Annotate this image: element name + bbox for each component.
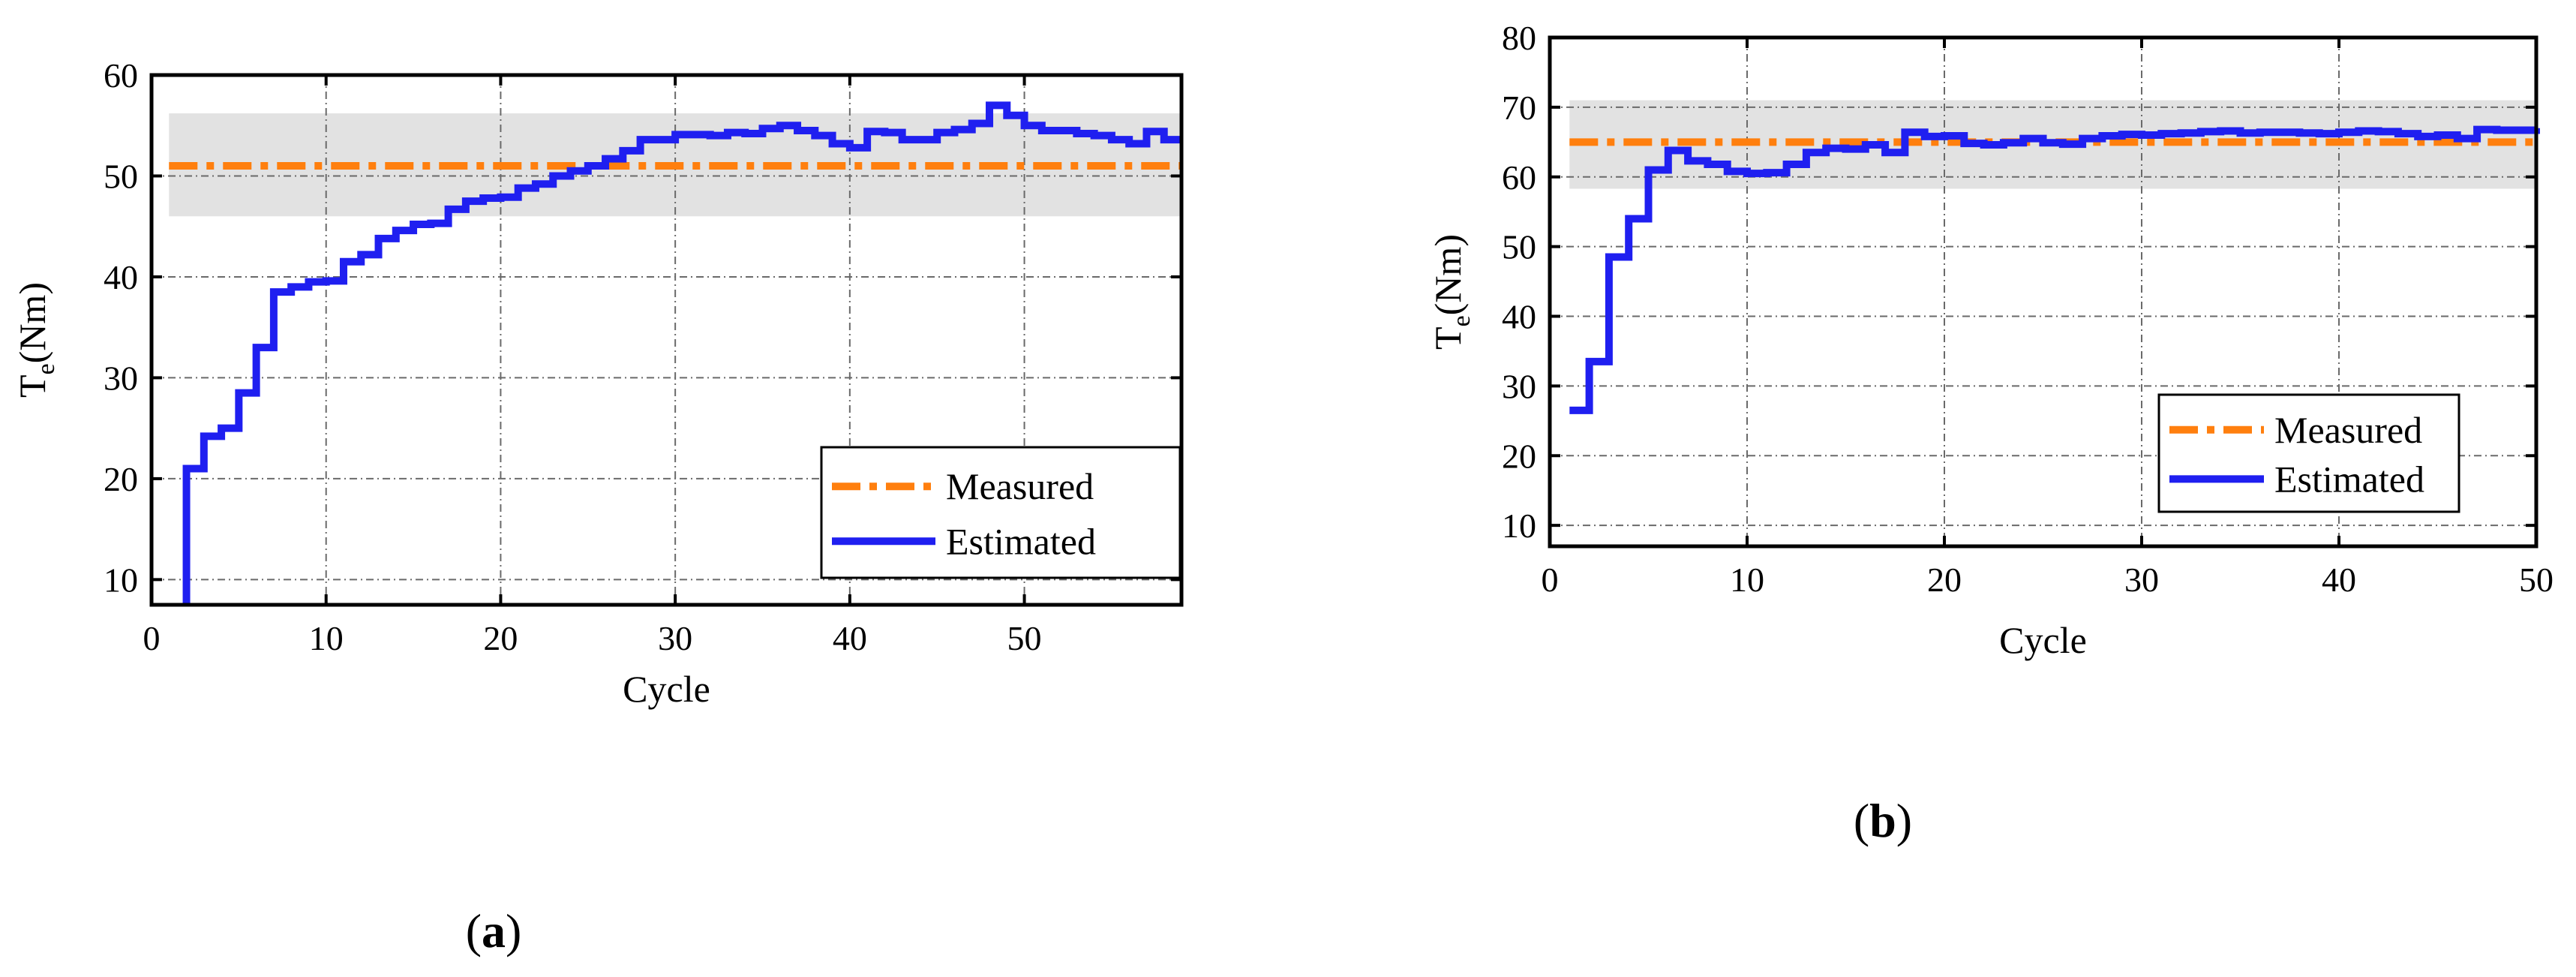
- x-tick-label: 20: [1927, 561, 1962, 599]
- y-axis-title-symbol: T: [1427, 326, 1469, 350]
- legend: Measured Estimated: [820, 446, 1181, 579]
- legend: Measured Estimated: [2157, 393, 2460, 513]
- panel-label: (a): [466, 904, 522, 957]
- y-tick-label: 40: [1502, 298, 1536, 336]
- legend-box: [2157, 393, 2460, 513]
- y-axis-title: Te(Nm): [1427, 234, 1476, 350]
- y-tick-label: 30: [104, 359, 138, 397]
- y-tick-label: 60: [1502, 158, 1536, 197]
- x-tick-label: 10: [1730, 561, 1764, 599]
- series-line-estimated: [1569, 125, 2540, 414]
- y-axis-title-subscript: e: [1448, 315, 1476, 326]
- x-tick-label: 0: [143, 619, 161, 657]
- x-tick-label: 20: [483, 619, 518, 657]
- y-axis-title-unit: (Nm): [11, 282, 53, 363]
- y-tick-label: 50: [1502, 228, 1536, 266]
- y-tick-label: 20: [104, 460, 138, 498]
- legend-label-estimated: Estimated: [946, 520, 1096, 562]
- panel-label-letter: a: [482, 904, 506, 957]
- x-tick-label: 0: [1542, 561, 1559, 599]
- panel-label-close-paren: ): [506, 904, 521, 957]
- y-tick-label: 30: [1502, 367, 1536, 405]
- y-axis-title-unit: (Nm): [1427, 234, 1469, 315]
- y-axis-title-symbol: T: [11, 374, 53, 398]
- panel-label-letter: b: [1869, 794, 1896, 847]
- x-tick-label: 30: [658, 619, 692, 657]
- x-tick-label: 40: [833, 619, 867, 657]
- chart-panel-b: 0 10 20 30 40 501020304050607080CycleTe(Nm)Me…: [1427, 19, 2553, 847]
- y-tick-label: 10: [1502, 507, 1536, 545]
- y-tick-label: 10: [104, 561, 138, 599]
- y-tick-label: 50: [104, 157, 138, 195]
- y-tick-label: 40: [104, 258, 138, 296]
- panel-label-open-paren: (: [466, 904, 482, 957]
- plot-frame: [1548, 35, 2538, 549]
- x-tick-label: 50: [1007, 619, 1042, 657]
- x-tick-label: 10: [309, 619, 344, 657]
- x-axis-title: Cycle: [623, 668, 710, 710]
- y-tick-label: 20: [1502, 437, 1536, 475]
- y-axis-title: Te(Nm): [11, 282, 60, 398]
- chart-panel-a: 0 10 20 30 40 50102030405060CycleTe(Nm)Measur…: [11, 56, 1184, 957]
- x-tick-label: 30: [2124, 561, 2159, 599]
- y-tick-label: 60: [104, 56, 138, 95]
- legend-label-measured: Measured: [946, 465, 1094, 507]
- y-tick-label: 80: [1502, 19, 1536, 57]
- y-tick-label: 70: [1502, 89, 1536, 127]
- legend-box: [820, 446, 1181, 579]
- plot-frame: [149, 73, 1184, 607]
- series-line-estimated: [182, 101, 1181, 605]
- panel-label-close-paren: ): [1896, 794, 1912, 847]
- x-tick-label: 40: [2322, 561, 2356, 599]
- legend-label-measured: Measured: [2274, 409, 2422, 451]
- panel-label: (b): [1854, 794, 1912, 847]
- x-axis-title: Cycle: [1999, 619, 2087, 661]
- y-axis-title-subscript: e: [32, 363, 60, 374]
- panel-label-open-paren: (: [1854, 794, 1869, 847]
- legend-label-estimated: Estimated: [2274, 458, 2424, 500]
- x-tick-label: 50: [2519, 561, 2553, 599]
